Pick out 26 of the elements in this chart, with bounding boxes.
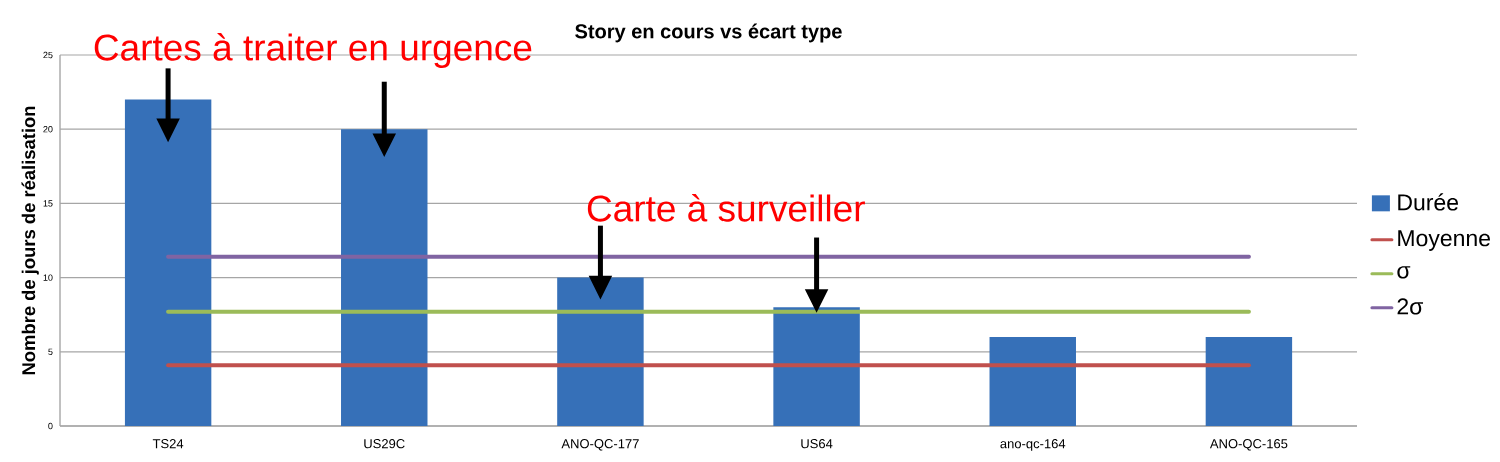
x-tick-label: ANO-QC-165 — [1209, 439, 1288, 451]
y-axis-title: Nombre de jours de réalisation — [21, 106, 39, 375]
y-tick-label: 5 — [48, 348, 53, 355]
bar — [124, 99, 212, 426]
x-tick-label: ANO-QC-177 — [561, 439, 639, 451]
x-tick-label: US29C — [364, 439, 405, 449]
legend-label: Durée — [1398, 193, 1458, 211]
annotation: Carte à surveiller — [587, 194, 865, 222]
y-tick-label: 15 — [43, 200, 53, 207]
legend-label: σ — [1397, 266, 1411, 279]
y-tick-label: 20 — [43, 126, 53, 133]
bar — [1205, 336, 1293, 426]
bar — [557, 277, 644, 426]
annotation: Cartes à traiter en urgence — [94, 33, 532, 69]
bar — [989, 336, 1076, 426]
y-tick-label: 10 — [43, 274, 53, 281]
legend-label: 2σ — [1397, 298, 1424, 315]
x-tick-label: TS24 — [152, 439, 184, 449]
y-tick-label: 0 — [48, 422, 53, 430]
chart-title: Story en cours vs écart type — [575, 23, 842, 43]
legend-label: Moyenne — [1398, 230, 1490, 251]
bar — [773, 307, 860, 426]
x-tick-label: ano-qc-164 — [1000, 439, 1066, 451]
x-tick-label: US64 — [801, 439, 833, 449]
y-tick-label: 25 — [43, 51, 53, 59]
bar — [341, 129, 428, 426]
